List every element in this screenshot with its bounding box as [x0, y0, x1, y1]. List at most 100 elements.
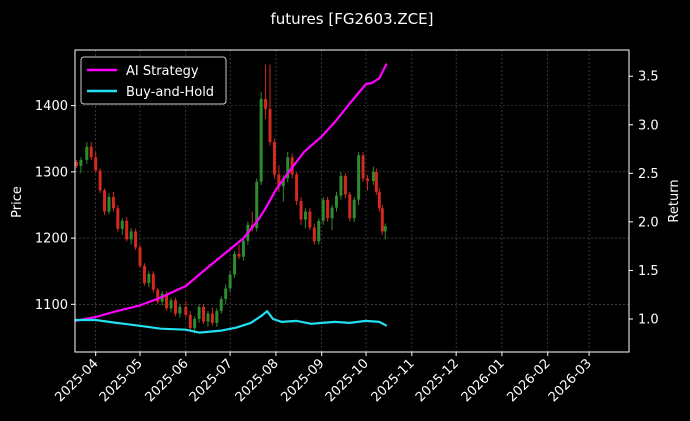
candle-body: [138, 247, 142, 266]
candle-body: [202, 306, 206, 322]
candle-body: [348, 194, 352, 219]
candle-body: [255, 181, 259, 229]
left-tick-label: 1200: [35, 232, 68, 247]
legend: AI Strategy Buy-and-Hold: [80, 56, 227, 105]
x-tick-label: 2025-08: [233, 356, 282, 405]
candle-body: [151, 273, 155, 290]
candle-body: [268, 108, 272, 143]
candle-body: [237, 253, 241, 257]
candle-body: [116, 208, 120, 229]
legend-label-ai-strategy: AI Strategy: [126, 64, 199, 79]
candle-body: [241, 240, 245, 257]
candle-body: [371, 171, 375, 182]
candle-body: [89, 146, 93, 158]
candle-body: [165, 293, 169, 309]
candle-body: [295, 174, 299, 201]
candle-body: [193, 318, 197, 329]
candlesticks: [74, 64, 387, 334]
left-tick-label: 1100: [35, 298, 68, 313]
candle-body: [215, 310, 219, 323]
candle-body: [184, 306, 188, 315]
candle-body: [326, 199, 330, 219]
candle-body: [210, 313, 214, 323]
x-tick-label: 2025-09: [279, 356, 328, 405]
right-tick-label: 3.0: [638, 118, 659, 133]
candle-body: [264, 99, 268, 109]
candle-body: [85, 146, 89, 160]
candle-body: [120, 220, 124, 229]
left-axis-ticks: 1100 1200 1300 1400: [35, 99, 75, 313]
candle-body: [377, 191, 381, 209]
candle-body: [228, 274, 232, 289]
candle-body: [299, 201, 303, 220]
candle-body: [380, 208, 384, 232]
candle-body: [361, 155, 365, 179]
candle-body: [74, 161, 78, 166]
candle-body: [103, 190, 107, 212]
candle-body: [357, 155, 361, 200]
x-tick-label: 2026-01: [459, 356, 508, 405]
right-axis-ticks: 1.0 1.5 2.0 2.5 3.0 3.5: [629, 70, 659, 327]
candle-body: [219, 299, 223, 311]
candle-body: [339, 175, 343, 196]
candle-body: [312, 227, 316, 242]
grid-lines: [75, 50, 629, 352]
x-tick-label: 2025-05: [97, 356, 146, 405]
candle-body: [147, 273, 151, 284]
right-tick-label: 1.5: [638, 264, 659, 279]
candle-body: [188, 314, 192, 329]
x-tick-label: 2025-04: [53, 356, 102, 405]
candle-body: [197, 306, 201, 319]
candle-body: [330, 207, 334, 219]
left-axis-label: Price: [10, 186, 25, 218]
x-tick-label: 2026-03: [546, 356, 595, 405]
right-tick-label: 2.5: [638, 167, 659, 182]
left-tick-label: 1400: [35, 99, 68, 114]
right-tick-label: 2.0: [638, 215, 659, 230]
x-tick-label: 2025-11: [369, 356, 418, 405]
candle-body: [206, 313, 210, 322]
series-line-ai-strategy: [74, 63, 388, 322]
candle-body: [98, 170, 102, 191]
candle-body: [142, 265, 146, 284]
candle-body: [272, 142, 276, 175]
candle-body: [173, 300, 177, 314]
candle-body: [79, 159, 83, 166]
candle-body: [352, 199, 356, 219]
candle-body: [321, 199, 325, 221]
candle-body: [107, 197, 111, 212]
candle-body: [317, 220, 321, 242]
right-axis-label: Return: [667, 179, 682, 222]
candle-body: [233, 253, 237, 275]
candle-body: [156, 289, 160, 302]
candle-body: [94, 157, 98, 171]
candle-body: [308, 211, 312, 228]
x-tick-label: 2025-12: [413, 356, 462, 405]
right-tick-label: 3.5: [638, 70, 659, 85]
x-axis-ticks: 2025-042025-052025-062025-072025-082025-…: [53, 352, 595, 405]
candle-body: [169, 300, 173, 309]
legend-box: [80, 56, 227, 105]
plot-frame: [74, 49, 630, 353]
candle-body: [281, 178, 285, 187]
chart-title: futures [FG2603.ZCE]: [271, 10, 434, 28]
x-tick-label: 2026-02: [505, 356, 554, 405]
legend-label-buy-and-hold: Buy-and-Hold: [126, 85, 214, 100]
left-tick-label: 1300: [35, 165, 68, 180]
candle-body: [303, 211, 307, 220]
candle-body: [383, 226, 387, 232]
candle-body: [129, 231, 133, 240]
return-lines: [74, 63, 388, 334]
candle-body: [374, 171, 378, 192]
right-tick-label: 1.0: [638, 312, 659, 327]
candle-body: [178, 306, 182, 314]
candle-body: [343, 175, 347, 195]
candle-body: [286, 157, 290, 179]
x-tick-label: 2025-06: [143, 356, 192, 405]
candle-body: [334, 195, 338, 208]
candle-body: [125, 220, 129, 240]
series-line-buy-and-hold: [75, 310, 388, 334]
candle-body: [111, 197, 115, 209]
x-tick-label: 2025-10: [323, 356, 372, 405]
